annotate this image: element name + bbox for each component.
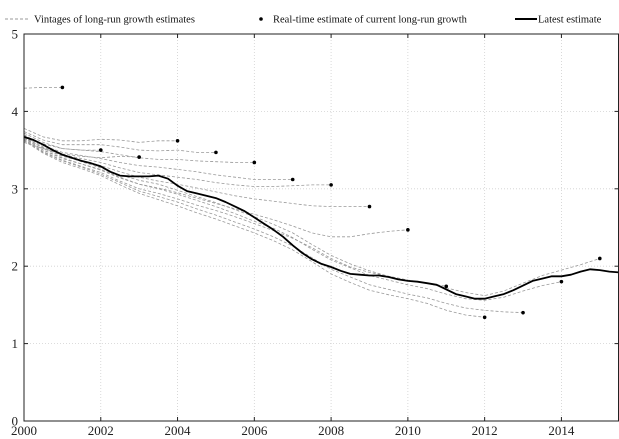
legend-label-vintages: Vintages of long-run growth estimates [34,15,195,26]
latest-estimate-line [23,136,619,300]
y-tick-label: 1 [12,336,19,351]
y-tick-label: 4 [12,104,19,119]
legend-label-realtime: Real-time estimate of current long-run g… [273,15,468,26]
vintage-line [23,138,447,287]
realtime-point [598,256,602,261]
latest-estimate-path [23,136,619,300]
realtime-point [521,310,525,315]
vintage-line [23,137,600,297]
x-axis: 2000 2002 2004 2006 2008 2010 2012 2014 [11,34,575,438]
y-tick-label: 0 [12,414,19,429]
vintage-line [23,128,178,143]
vintage-line [23,87,63,89]
realtime-point [60,85,65,90]
vintage-line [23,138,562,301]
vintage-line [23,135,332,187]
vintage-line [23,135,370,207]
x-tick-label: 2006 [241,423,268,438]
realtime-point [482,315,487,320]
x-tick-label: 2010 [395,423,421,438]
realtime-point [290,177,295,182]
legend: Vintages of long-run growth estimates Re… [5,15,602,26]
x-tick-label: 2012 [472,423,498,438]
plot-frame [23,33,619,422]
vintage-lines [23,87,600,318]
y-tick-label: 3 [12,181,19,196]
realtime-point [367,204,372,209]
realtime-points [60,85,602,320]
x-tick-label: 2004 [165,423,192,438]
y-axis: 0 1 2 3 4 5 [12,27,619,429]
vintage-line [23,138,101,151]
x-tick-label: 2000 [11,423,37,438]
x-tick-label: 2014 [548,423,575,438]
realtime-point [137,155,141,159]
x-tick-label: 2008 [318,423,344,438]
vintage-line [23,131,216,153]
legend-swatch-realtime [259,17,263,21]
vintage-line [23,140,485,318]
realtime-point [406,228,410,232]
y-tick-label: 5 [12,27,19,42]
realtime-point [444,284,449,289]
y-tick-label: 2 [12,259,19,274]
vintage-line [23,139,524,313]
legend-label-latest: Latest estimate [538,15,602,26]
realtime-point [175,139,180,143]
realtime-point [559,279,564,284]
grid [24,34,619,421]
realtime-point [252,160,257,165]
realtime-point [329,183,333,187]
realtime-point [214,150,218,155]
x-tick-label: 2002 [88,423,114,438]
realtime-point [98,148,103,152]
vintage-line [23,137,408,238]
vintage-line [23,132,255,163]
